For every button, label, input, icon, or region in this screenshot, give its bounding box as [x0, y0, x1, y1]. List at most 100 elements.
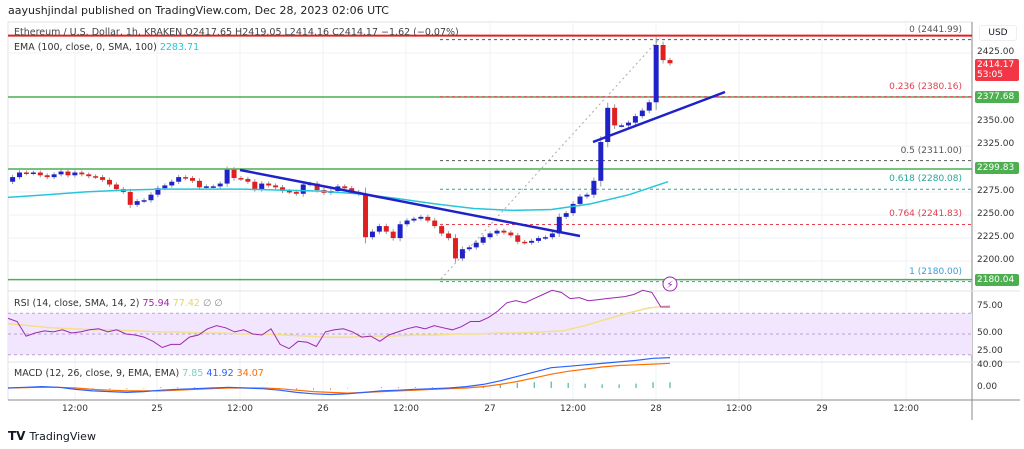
time-tick: 12:00	[62, 404, 88, 414]
price-tick: 2200.00	[977, 255, 1015, 265]
candle	[44, 175, 50, 178]
tv-logo-icon: 𝗧𝗩	[8, 429, 26, 443]
candle	[238, 178, 244, 180]
price-tick: 2250.00	[977, 209, 1015, 219]
lightning-icon	[662, 276, 678, 292]
rsi-legend: RSI (14, close, SMA, 14, 2) 75.94 77.42 …	[14, 298, 223, 309]
candle	[452, 238, 458, 259]
level-tag: 2299.83	[975, 162, 1019, 174]
candle	[522, 241, 528, 244]
ema-100-line	[7, 180, 669, 212]
price-tick: 2225.00	[977, 232, 1015, 242]
candle	[266, 183, 272, 186]
time-tick: 27	[484, 404, 496, 414]
candle	[446, 233, 452, 239]
candle	[279, 187, 285, 191]
candle	[252, 181, 258, 190]
macd-signal-value: 34.07	[236, 368, 264, 379]
price-tick: 2325.00	[977, 139, 1015, 149]
candle	[529, 240, 535, 243]
price-tick: 2350.00	[977, 116, 1015, 126]
ema-legend: EMA (100, close, 0, SMA, 100) 2283.71	[14, 42, 199, 53]
candle	[86, 174, 92, 177]
candle	[411, 218, 417, 221]
time-tick: 26	[317, 404, 329, 414]
candle	[591, 180, 597, 195]
rsi-value: 75.94	[142, 298, 170, 309]
candle	[300, 184, 306, 194]
fib-trend-line	[440, 37, 661, 280]
rsi-label: RSI (14, close, SMA, 14, 2)	[14, 298, 140, 309]
candle	[148, 194, 154, 201]
candle	[612, 107, 618, 126]
candle	[176, 177, 182, 182]
candle	[439, 226, 445, 234]
candle	[183, 177, 189, 179]
fib-label-0764: 0.764 (2241.83)	[889, 209, 962, 219]
candle	[383, 226, 389, 232]
macd-tick: 40.00	[977, 360, 1003, 370]
fib-label-0236: 0.236 (2380.16)	[889, 82, 962, 92]
candle	[314, 183, 320, 191]
time-tick: 12:00	[227, 404, 253, 414]
tradingview-logo[interactable]: 𝗧𝗩 TradingView	[8, 429, 96, 443]
candle	[169, 181, 175, 186]
candle	[501, 230, 507, 233]
symbol-legend: Ethereum / U.S. Dollar, 1h, KRAKEN O2417…	[14, 27, 459, 38]
candle	[376, 226, 382, 232]
candle	[349, 188, 355, 192]
candle	[577, 196, 583, 204]
candle	[639, 110, 645, 117]
candle	[432, 220, 438, 227]
candle	[217, 183, 223, 187]
macd-value: 41.92	[206, 368, 234, 379]
macd-label: MACD (12, 26, close, 9, EMA, EMA)	[14, 368, 180, 379]
candle	[245, 178, 251, 182]
fib-label-0: 0 (2441.99)	[909, 25, 962, 35]
candle	[196, 180, 202, 188]
time-tick: 12:00	[560, 404, 586, 414]
candle	[536, 238, 542, 241]
rsi-extra-1: ∅	[202, 298, 212, 309]
candle	[619, 125, 625, 127]
last-price: 2414.17	[977, 60, 1015, 70]
ema-value: 2283.71	[159, 42, 200, 53]
candle	[487, 233, 493, 238]
rsi-tick: 25.00	[977, 346, 1003, 356]
rsi-tick: 75.00	[977, 301, 1003, 311]
candle	[190, 178, 196, 181]
candle	[37, 172, 43, 176]
time-tick: 29	[816, 404, 828, 414]
candle	[72, 172, 78, 176]
candle	[30, 172, 36, 174]
candle	[598, 142, 604, 181]
candle	[155, 188, 161, 195]
ascending-trend-line	[592, 90, 726, 144]
brand-name: TradingView	[29, 429, 96, 443]
candle	[660, 44, 666, 61]
candle	[23, 172, 29, 174]
currency-button[interactable]: USD	[979, 25, 1017, 41]
candle	[273, 185, 279, 188]
candle	[473, 242, 479, 248]
price-tick: 2425.00	[977, 47, 1015, 57]
candle	[65, 171, 71, 176]
candle	[134, 201, 140, 205]
candle	[570, 203, 576, 214]
candle	[459, 249, 465, 259]
candle	[542, 237, 548, 239]
rsi-tick: 50.00	[977, 328, 1003, 338]
candle	[342, 186, 348, 189]
fib-label-0618: 0.618 (2280.08)	[889, 174, 962, 184]
candle	[293, 191, 299, 194]
macd-line	[7, 357, 671, 396]
descending-trend-line	[239, 168, 581, 238]
candle	[210, 186, 216, 188]
candle	[390, 231, 396, 239]
candle	[653, 44, 659, 103]
time-tick: 12:00	[893, 404, 919, 414]
price-tick: 2275.00	[977, 186, 1015, 196]
candle	[667, 60, 673, 64]
candle	[515, 235, 521, 242]
